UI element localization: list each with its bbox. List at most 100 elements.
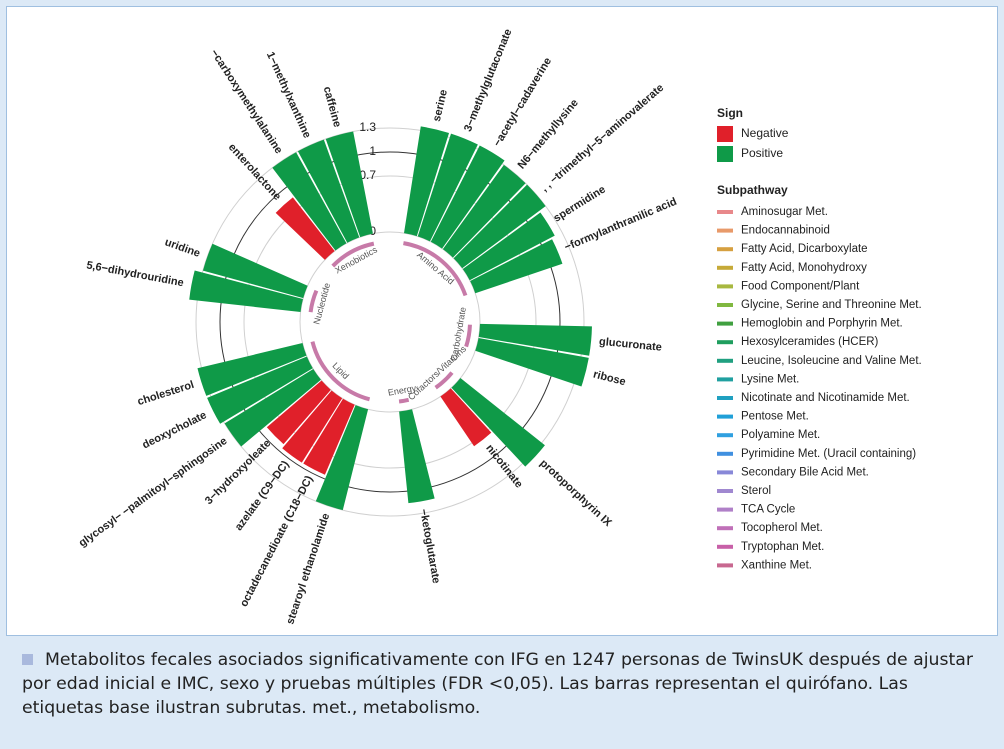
legend-label: Secondary Bile Acid Met. — [741, 466, 869, 478]
legend-swatch — [717, 303, 733, 307]
bar-label: caffeine — [321, 85, 343, 128]
legend-swatch — [717, 451, 733, 456]
legend-label: Pentose Met. — [741, 411, 809, 423]
bar — [470, 239, 563, 294]
legend-label: Tryptophan Met. — [741, 541, 824, 553]
legend-label: Nicotinate and Nicotinamide Met. — [741, 392, 910, 404]
legend-swatch — [717, 526, 733, 531]
bar-label: ribose — [592, 368, 627, 388]
legend-swatch — [717, 321, 733, 326]
chart-panel — [6, 6, 998, 636]
legend-label: Polyamine Met. — [741, 429, 820, 441]
group-arc — [398, 397, 410, 404]
r-tick-label: 0.7 — [359, 168, 376, 182]
legend-swatch — [717, 433, 733, 438]
bar-label: spermidine — [552, 183, 608, 224]
group-label: Energy — [387, 383, 417, 398]
bar-label: uridine — [163, 236, 202, 260]
bar-label: serine — [431, 88, 450, 122]
bar-label: −ketoglutarate — [417, 508, 442, 584]
bar-label: 1−methylxanthine — [264, 50, 313, 140]
bar — [417, 133, 478, 242]
legend-label: Pyrimidine Met. (Uracil containing) — [741, 448, 916, 460]
legend-label: Lysine Met. — [741, 373, 799, 385]
legend-swatch — [717, 489, 733, 493]
legend-swatch — [717, 507, 733, 512]
caption-text: Metabolitos fecales asociados significat… — [22, 650, 973, 718]
bar — [478, 323, 592, 356]
legend-swatch — [717, 146, 733, 162]
legend-title: Subpathway — [717, 183, 788, 197]
grid-ring — [243, 175, 537, 469]
legend-label: Endocannabinoid — [741, 225, 830, 237]
r-tick-label: 1.3 — [359, 120, 376, 134]
bar — [399, 409, 435, 504]
bar — [462, 212, 555, 281]
legend-swatch — [717, 470, 733, 475]
bar — [282, 390, 343, 463]
bar — [475, 337, 589, 387]
legend-swatch — [717, 563, 733, 568]
bar — [453, 184, 546, 269]
bar-label: deoxycholate — [140, 409, 208, 451]
legend-label: Food Component/Plant — [741, 280, 860, 292]
bar-label: glucuronate — [598, 336, 662, 354]
legend-swatch — [717, 265, 733, 270]
bar — [272, 152, 347, 251]
r-tick-label: 0 — [369, 224, 376, 238]
legend-swatch — [717, 210, 733, 214]
legend-label: TCA Cycle — [741, 504, 795, 516]
legend-swatch — [717, 247, 733, 252]
legend-swatch — [717, 396, 733, 400]
bar-label: stearoyl ethanolamide — [284, 512, 332, 626]
legend-label: Hexosylceramides (HCER) — [741, 336, 879, 348]
caption: Metabolitos fecales asociados significat… — [22, 648, 987, 720]
bar-label: , , −trimethyl−5−aminovalerate — [539, 82, 666, 194]
grid-ring — [195, 127, 585, 517]
bar — [315, 405, 369, 511]
legend-swatch — [717, 228, 733, 233]
bar — [266, 380, 331, 445]
legend-label: Hemoglobin and Porphyrin Met. — [741, 318, 903, 330]
bar — [451, 378, 545, 467]
legend-swatch — [717, 340, 733, 345]
bar — [440, 388, 492, 447]
group-arc — [403, 241, 468, 297]
legend-title: Sign — [717, 106, 743, 120]
bar — [297, 139, 360, 243]
legend-label: Positive — [741, 146, 783, 160]
bar-label: 5,6−dihydrouridine — [85, 259, 184, 289]
bar — [442, 164, 526, 258]
legend-swatch — [717, 126, 733, 142]
bar — [202, 243, 308, 299]
legend-label: Fatty Acid, Monohydroxy — [741, 262, 867, 274]
legend-swatch — [717, 358, 733, 363]
caption-marker — [22, 654, 33, 665]
legend-label: Fatty Acid, Dicarboxylate — [741, 243, 868, 255]
legend-label: Negative — [741, 126, 789, 140]
bar — [275, 197, 335, 260]
group-arc — [308, 289, 319, 313]
legend-label: Glycine, Serine and Threonine Met. — [741, 299, 922, 311]
bar — [189, 270, 303, 313]
legend-label: Xanthine Met. — [741, 559, 812, 571]
legend-swatch — [717, 284, 733, 289]
group-arc — [434, 371, 454, 390]
legend-swatch — [717, 377, 733, 382]
r-tick-label: 1 — [369, 144, 376, 158]
group-arc — [331, 241, 375, 268]
grid-ring — [299, 231, 481, 413]
bar — [224, 369, 321, 447]
legend-label: Aminosugar Met. — [741, 206, 828, 218]
bar-label: glycosyl− −palmitoyl−sphingosine — [77, 435, 230, 549]
group-label: Nucleotide — [311, 282, 332, 326]
legend-swatch — [717, 544, 733, 549]
grid-ring — [219, 151, 561, 493]
bar — [403, 126, 450, 237]
bar-label: cholesterol — [136, 379, 196, 408]
bar — [430, 145, 505, 249]
group-arc — [464, 324, 472, 348]
legend-swatch — [717, 414, 733, 419]
